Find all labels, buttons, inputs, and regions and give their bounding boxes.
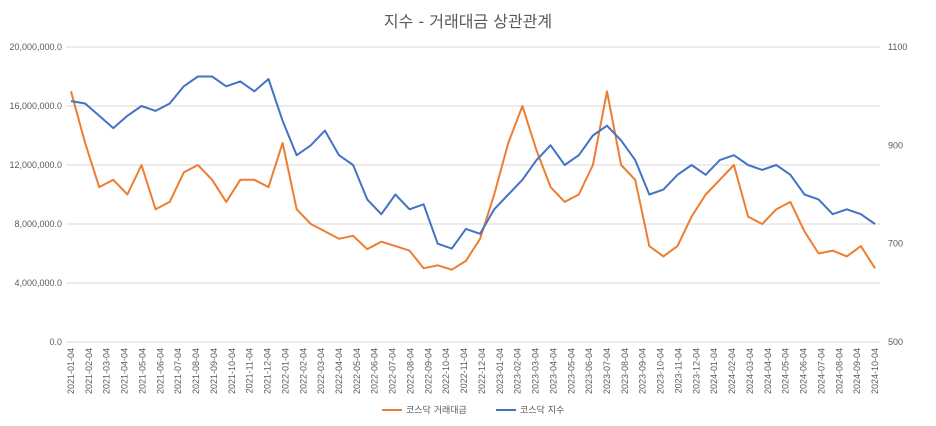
x-tick-label: 2021-11-04 [245, 348, 255, 393]
right-tick-label: 500 [888, 337, 903, 347]
x-tick-label: 2021-08-04 [191, 348, 201, 394]
x-tick-label: 2022-06-04 [370, 348, 380, 394]
x-tick-label: 2022-10-04 [441, 348, 451, 394]
x-tick-label: 2022-12-04 [477, 348, 487, 394]
left-tick-label: 4,000,000.0 [14, 278, 62, 288]
gridlines [66, 46, 880, 343]
x-tick-label: 2024-05-04 [781, 348, 791, 394]
left-axis-ticks: 0.0 4,000,000.0 8,000,000.0 12,000,000.0 16,… [9, 42, 62, 347]
x-tick-label: 2021-05-04 [137, 348, 147, 394]
x-tick-label: 2022-07-04 [388, 348, 398, 394]
x-tick-label: 2024-01-04 [709, 348, 719, 394]
x-tick-label: 2023-10-04 [656, 348, 666, 394]
left-tick-label: 20,000,000.0 [9, 42, 62, 52]
x-tick-label: 2023-04-04 [548, 348, 558, 394]
x-tick-label: 2024-03-04 [745, 348, 755, 394]
x-tick-label: 2022-09-04 [423, 348, 433, 394]
x-tick-label: 2021-01-04 [66, 348, 76, 394]
x-tick-label: 2021-10-04 [227, 348, 237, 394]
x-tick-label: 2024-06-04 [799, 348, 809, 394]
x-tick-label: 2021-07-04 [173, 348, 183, 394]
x-tick-label: 2022-05-04 [352, 348, 362, 394]
left-tick-label: 12,000,000.0 [9, 160, 62, 170]
x-tick-label: 2023-06-04 [584, 348, 594, 394]
x-tick-label: 2022-02-04 [298, 348, 308, 394]
legend: 코스닥 거래대금 코스닥 지수 [382, 405, 564, 416]
x-tick-label: 2024-07-04 [816, 348, 826, 394]
series-line-2 [70, 75, 876, 250]
x-tick-label: 2021-12-04 [263, 348, 273, 394]
x-tick-label: 2021-03-04 [102, 348, 112, 394]
x-tick-label: 2024-09-04 [852, 348, 862, 394]
x-tick-label: 2023-08-04 [620, 348, 630, 394]
x-tick-label: 2024-10-04 [870, 348, 880, 394]
series-layer [70, 75, 876, 271]
x-tick-label: 2022-08-04 [405, 348, 415, 394]
left-tick-label: 16,000,000.0 [9, 101, 62, 111]
right-tick-label: 900 [888, 140, 903, 150]
x-tick-label: 2023-02-04 [513, 348, 523, 394]
x-tick-label: 2023-12-04 [691, 348, 701, 394]
x-tick-label: 2024-08-04 [834, 348, 844, 394]
right-tick-label: 700 [888, 239, 903, 249]
x-tick-label: 2023-01-04 [495, 348, 505, 394]
legend-label: 코스닥 거래대금 [406, 405, 467, 416]
legend-label: 코스닥 지수 [520, 405, 564, 416]
chart-title: 지수 - 거래대금 상관관계 [384, 12, 552, 31]
x-tick-label: 2024-02-04 [727, 348, 737, 394]
x-tick-label: 2021-09-04 [209, 348, 219, 394]
x-tick-label: 2021-02-04 [84, 348, 94, 394]
x-tick-label: 2023-03-04 [531, 348, 541, 394]
x-tick-label: 2024-04-04 [763, 348, 773, 394]
x-axis-ticks: 2021-01-04 2021-02-04 2021-03-04 2021-04-04… [66, 348, 880, 394]
x-tick-label: 2023-11-04 [673, 348, 683, 393]
x-tick-label: 2022-11-04 [459, 348, 469, 393]
x-tick-label: 2021-04-04 [120, 348, 130, 394]
x-tick-label: 2023-07-04 [602, 348, 612, 394]
x-tick-label: 2023-09-04 [638, 348, 648, 394]
left-tick-label: 0.0 [49, 337, 62, 347]
x-tick-label: 2022-03-04 [316, 348, 326, 394]
right-axis-ticks: 500 700 900 1100 [888, 42, 907, 347]
x-tick-label: 2021-06-04 [155, 348, 165, 394]
x-tick-label: 2022-04-04 [334, 348, 344, 394]
left-tick-label: 8,000,000.0 [14, 219, 62, 229]
series-line-1 [70, 90, 876, 271]
x-tick-label: 2022-01-04 [280, 348, 290, 394]
x-tick-label: 2023-05-04 [566, 348, 576, 394]
right-tick-label: 1100 [888, 42, 907, 52]
